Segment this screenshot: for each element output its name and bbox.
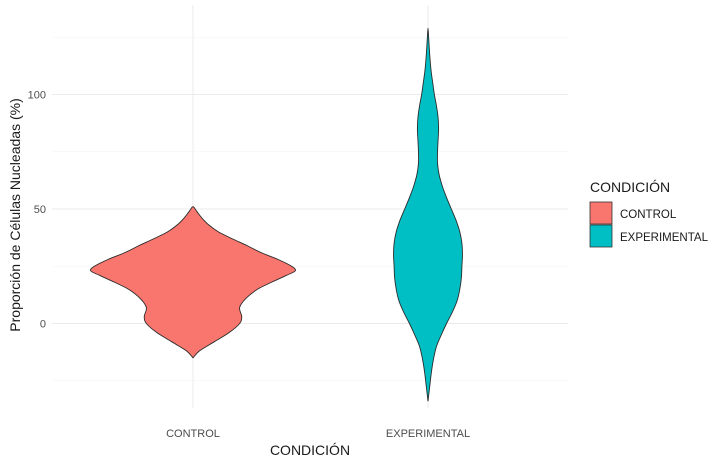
y-tick-label: 100 bbox=[28, 90, 46, 102]
legend-title: CONDICIÓN bbox=[590, 179, 670, 195]
y-tick-label: 50 bbox=[34, 204, 46, 216]
x-axis-ticks: CONTROL EXPERIMENTAL bbox=[166, 428, 470, 440]
violin-experimental bbox=[393, 27, 463, 402]
y-axis-ticks: 0 50 100 bbox=[28, 90, 46, 331]
legend-label-experimental: EXPERIMENTAL bbox=[620, 232, 709, 244]
legend-swatch-experimental bbox=[589, 224, 613, 248]
x-axis-title: CONDICIÓN bbox=[270, 442, 350, 458]
grid bbox=[52, 5, 568, 408]
violins bbox=[90, 27, 463, 402]
legend: CONDICIÓN CONTROL EXPERIMENTAL bbox=[589, 179, 709, 248]
legend-label-control: CONTROL bbox=[620, 209, 677, 221]
y-tick-label: 0 bbox=[40, 319, 46, 331]
legend-swatch-control bbox=[589, 201, 613, 225]
y-axis-title: Proporción de Células Nucleadas (%) bbox=[7, 98, 23, 331]
violin-control bbox=[90, 206, 296, 359]
x-tick-label: EXPERIMENTAL bbox=[386, 428, 470, 440]
x-tick-label: CONTROL bbox=[166, 428, 220, 440]
